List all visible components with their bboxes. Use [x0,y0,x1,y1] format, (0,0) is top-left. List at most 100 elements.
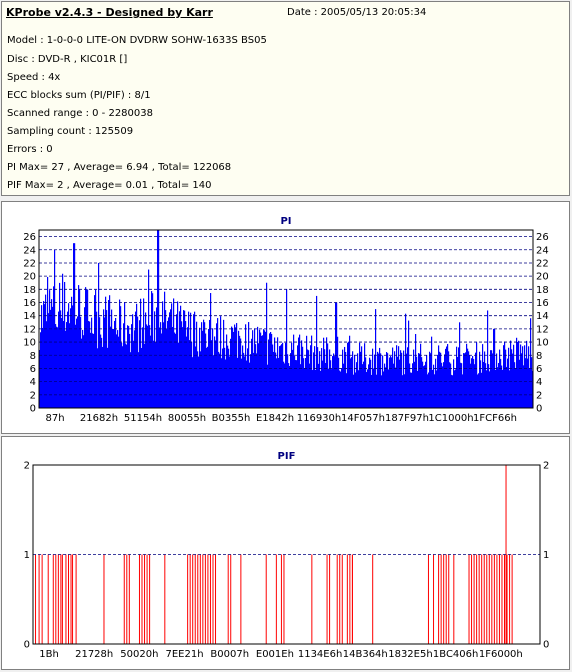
pi-bar [477,374,479,408]
pi-bar [348,341,350,408]
pi-bar [120,306,122,408]
pi-bar [121,342,123,408]
pi-bar [112,328,114,408]
pi-bar [182,327,184,408]
pi-bar [242,345,244,408]
pi-bar [450,363,452,408]
sampling-line: Sampling count : 125509 [7,126,134,137]
pi-bar [311,335,313,408]
pi-bar [235,327,237,408]
pi-bar [432,369,434,408]
pi-bar [68,303,70,408]
pi-bar [442,366,444,408]
pi-bar [146,324,148,408]
pi-bar [377,351,379,408]
pi-bar [329,349,331,408]
y-tick-label-right: 16 [536,298,549,309]
pi-bar [443,362,445,408]
pi-bar [396,345,398,408]
pi-bar [233,331,235,408]
pi-bar [266,282,268,408]
pi-bar [462,374,464,408]
pi-bar [274,337,276,408]
pi-bar [333,353,335,408]
pi-bar [501,365,503,408]
pi-bar [412,363,414,408]
pi-bar [79,289,81,408]
model-line: Model : 1-0-0-0 LITE-ON DVDRW SOHW-1633S… [7,35,267,46]
pi-bar [48,313,50,408]
pi-bar [85,287,87,408]
y-tick-label-right: 14 [536,311,549,322]
pi-bar [293,334,295,408]
pi-bar [434,374,436,408]
y-tick-label-right: 1 [543,550,549,561]
pi-bar [369,357,371,408]
pi-bar [181,321,183,408]
pi-bar [230,338,232,408]
pi-bar [363,361,365,408]
pi-bar [417,370,419,408]
y-tick-label-left: 12 [23,324,36,335]
pi-bar [413,349,415,408]
pi-bar [234,324,236,408]
pi-bar [156,307,158,408]
pi-bar [128,326,130,408]
pi-bar [172,326,174,408]
pi-bar [82,329,84,408]
pi-bar [226,334,228,408]
pi-bar [357,353,359,408]
pi-bar [385,367,387,408]
pi-bar [315,369,317,408]
pi-bar [323,337,325,408]
pi-bar [409,363,411,408]
pi-bar [277,337,279,408]
pi-bar [39,349,41,408]
pi-bar [375,309,377,408]
pi-bar [344,346,346,408]
x-tick-label: 116930h [297,413,342,424]
pi-bar [212,328,214,408]
pi-bar [173,298,175,408]
pi-bar [410,372,412,408]
pi-bar [468,351,470,408]
pi-bar [236,323,238,408]
pi-bar [43,301,45,408]
pi-bar [185,321,187,408]
pi-bar [495,369,497,408]
pi-bar [225,359,227,408]
pi-bar [352,351,354,408]
pi-bar [198,356,200,408]
pi-bar [438,345,440,408]
x-tick-label: 1134E6h [298,649,342,660]
pi-bar [444,354,446,408]
pi-bar [309,363,311,408]
pi-bar [262,335,264,408]
pi-bar [489,371,491,408]
pi-bar [139,320,141,408]
pi-bar [302,346,304,408]
pi-bar [514,362,516,408]
pi-bar [324,349,326,408]
pi-bar [81,338,83,408]
pi-bar [134,330,136,408]
pi-bar [93,333,95,408]
pi-bar [350,358,352,408]
pi-bar [481,372,483,408]
pi-bar [478,373,480,408]
pi-bar [483,361,485,408]
pi-bar [475,352,477,408]
x-tick-label: 1Bh [39,649,59,660]
pi-bar [268,339,270,408]
pif-chart-panel: PIF 0 0 1 1 2 2 1Bh 21728h 50020h 7EE21h B0007h E001… [1,436,570,670]
pi-bar [103,309,105,408]
pi-bar [512,353,514,408]
pi-bar [392,347,394,408]
x-tick-label: B0007h [210,649,249,660]
pi-bar [133,340,135,408]
pi-bar [269,333,271,408]
pi-bar [371,374,373,408]
pi-bar [496,353,498,408]
pi-bar [368,364,370,408]
pi-bar [486,370,488,408]
